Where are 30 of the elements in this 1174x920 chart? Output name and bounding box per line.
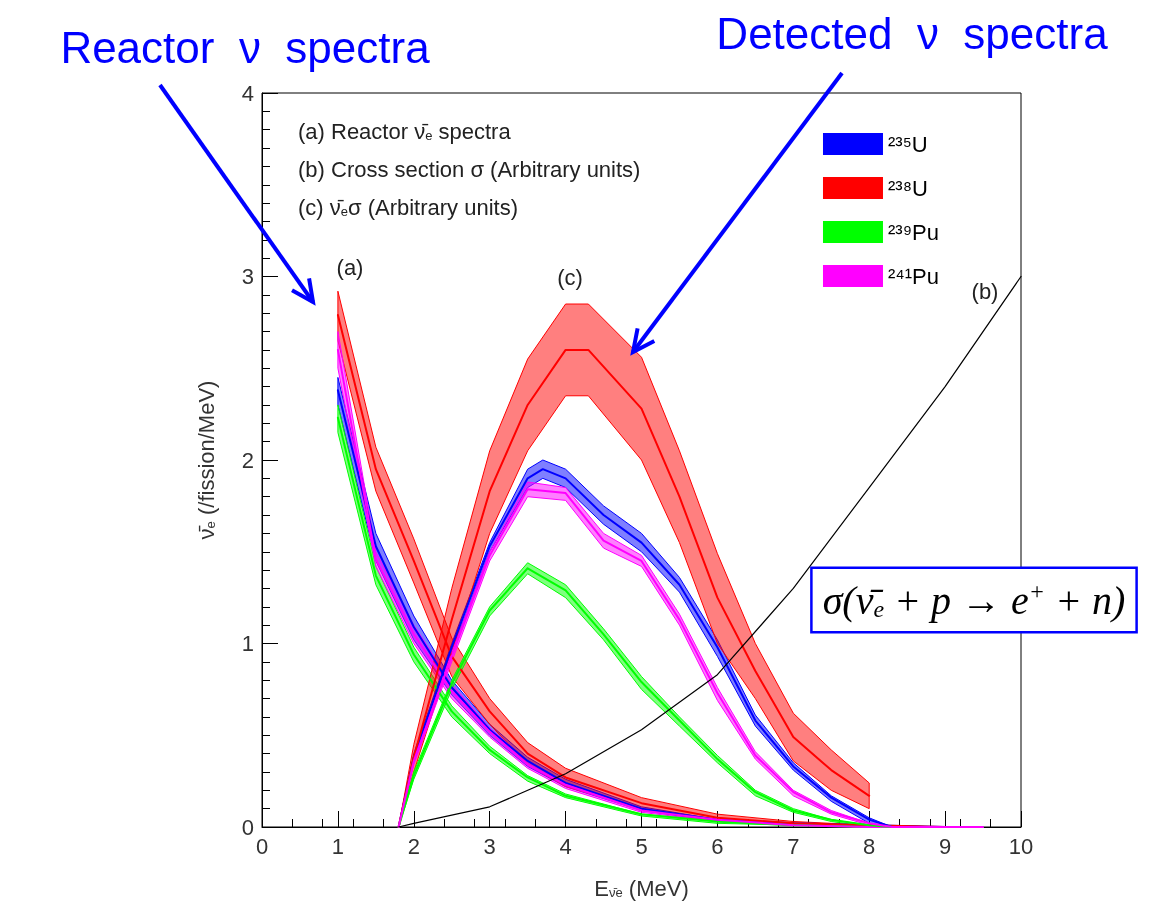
annotation: σ(ν̄e + p → e+ + n) <box>822 577 1126 623</box>
x-tick-label: 2 <box>407 833 420 859</box>
legend-label: ²⁴¹Pu <box>887 263 939 289</box>
annotation: (a) <box>336 254 364 280</box>
x-tick-label: 10 <box>1008 833 1034 859</box>
x-axis-title: Eν̄e (MeV) <box>594 875 689 901</box>
x-tick-label: 1 <box>331 833 345 859</box>
y-tick-label: 4 <box>241 80 254 106</box>
x-tick-label: 7 <box>787 833 800 859</box>
annotation: (b) Cross section σ (Arbitrary units) <box>298 156 641 182</box>
legend-label: ²³⁸U <box>887 175 928 201</box>
legend-label: ²³⁵U <box>887 131 928 157</box>
x-tick-label: 3 <box>483 833 496 859</box>
text: Reactor ν spectra <box>60 22 431 72</box>
legend-label: ²³⁹Pu <box>887 219 939 245</box>
y-tick-label: 3 <box>241 264 254 289</box>
x-tick-label: 4 <box>559 833 572 859</box>
x-tick-label: 8 <box>863 833 876 859</box>
x-tick-label: 6 <box>711 833 724 859</box>
y-tick-label: 0 <box>241 814 254 840</box>
annotation: (c) ν̄eσ (Arbitrary units) <box>298 194 519 220</box>
annotation: (a) Reactor ν̄e spectra <box>298 118 512 144</box>
y-tick-label: 2 <box>241 447 254 473</box>
x-tick-label: 5 <box>635 833 648 859</box>
text: Detected ν spectra <box>716 8 1109 58</box>
y-tick-label: 1 <box>241 631 254 656</box>
annotation: (b) <box>971 278 999 304</box>
x-tick-label: 9 <box>938 833 952 859</box>
annotation: (c) <box>557 264 583 290</box>
y-axis-title: ν̄e (/fission/MeV) <box>193 380 219 540</box>
